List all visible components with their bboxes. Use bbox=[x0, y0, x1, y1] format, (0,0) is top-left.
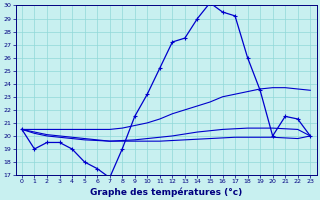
X-axis label: Graphe des températures (°c): Graphe des températures (°c) bbox=[90, 187, 242, 197]
